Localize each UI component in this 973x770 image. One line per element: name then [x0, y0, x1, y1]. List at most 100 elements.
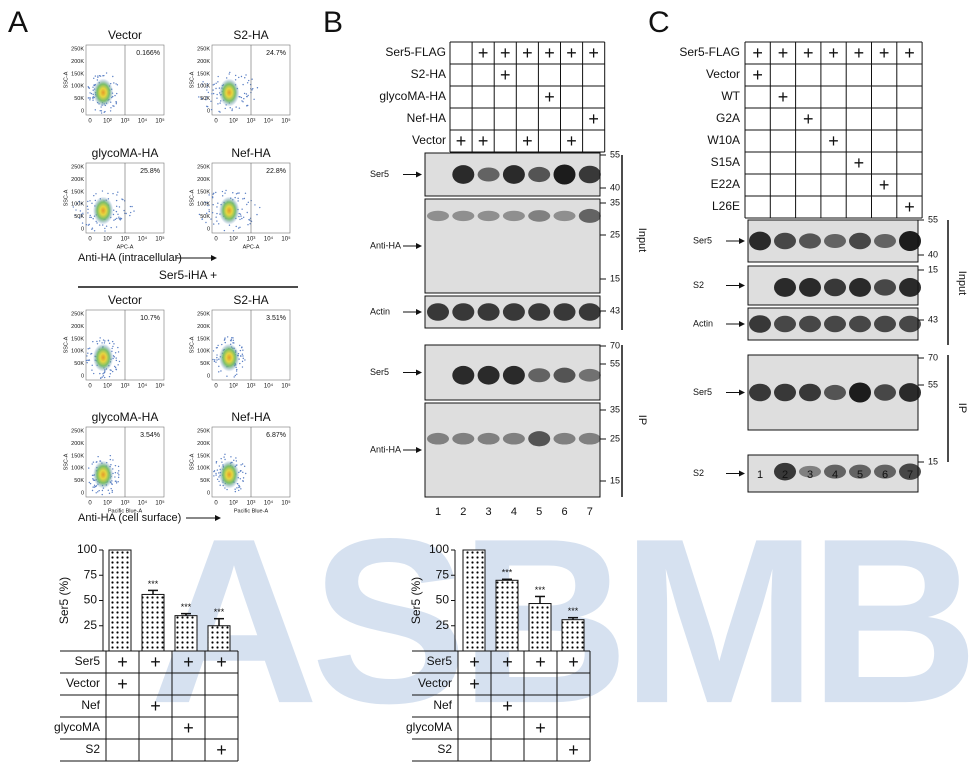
flow-event [221, 195, 224, 197]
flow-event [236, 368, 238, 371]
flow-event [246, 95, 248, 98]
y-tick-label: 25 [84, 618, 98, 632]
flow-event [111, 370, 114, 373]
flow-event [96, 222, 98, 224]
flow-event [241, 463, 244, 465]
blot-image [424, 402, 601, 498]
flow-event [93, 484, 96, 486]
blot-band [553, 303, 576, 321]
blot-band [799, 233, 821, 249]
flow-x-tick: 0 [214, 501, 218, 507]
flow-event [107, 489, 109, 492]
mw-marker: 55 [928, 214, 938, 224]
flow-event [78, 200, 81, 203]
flow-event [115, 226, 118, 228]
blot-band [774, 383, 796, 402]
condition-mark: + [535, 652, 546, 672]
flow-event [219, 111, 221, 113]
flow-event [205, 221, 207, 224]
flow-x-label: APC-A [243, 244, 260, 250]
flow-event [105, 72, 108, 74]
flow-event [242, 471, 244, 474]
bar [561, 619, 585, 652]
flow-event [101, 342, 103, 344]
blot [424, 402, 601, 498]
flow-event [217, 344, 219, 347]
flow-event [256, 213, 258, 216]
flow-event [220, 457, 222, 460]
flow-event [244, 359, 246, 361]
blot [424, 344, 601, 401]
condition-mark: + [778, 43, 789, 63]
flow-percent: 3.51% [266, 315, 286, 322]
blot-band [849, 382, 871, 403]
mw-marker: 15 [928, 264, 938, 274]
group-label: IP [636, 415, 648, 425]
blot-band [553, 432, 576, 445]
flow-event [133, 210, 135, 212]
flow-y-tick: 50K [200, 478, 210, 484]
flow-y-tick: 150K [197, 453, 210, 459]
group-label: Input [956, 271, 968, 295]
flow-y-tick: 250K [197, 46, 210, 52]
blot-band [799, 465, 821, 478]
y-tick-label: 50 [84, 593, 98, 607]
flow-event [224, 453, 226, 456]
y-tick-label: 100 [429, 542, 449, 556]
condition-mark: + [502, 696, 513, 716]
flow-x-tick: 10⁵ [155, 236, 165, 243]
y-tick-label: 100 [77, 542, 97, 556]
blot-band [824, 384, 846, 401]
mw-marker: 25 [610, 229, 620, 239]
mw-marker: 15 [610, 475, 620, 485]
flow-event [219, 102, 221, 104]
mw-marker: 55 [928, 379, 938, 389]
flow-event [111, 483, 113, 486]
flow-percent: 10.7% [140, 315, 160, 322]
flow-event [242, 83, 244, 86]
flow-event [212, 84, 214, 86]
flow-event [249, 223, 251, 225]
blot-band [824, 278, 846, 297]
panel-label: A [8, 6, 28, 39]
blot-band [477, 167, 500, 182]
flow-event [91, 474, 94, 477]
lane-number: 5 [857, 469, 863, 481]
blot-band [452, 365, 475, 385]
flow-event [214, 359, 216, 361]
flow-event [225, 77, 228, 79]
flow-event [103, 376, 106, 379]
blot-label: Anti-HA [370, 240, 401, 250]
flow-x-tick: 10⁴ [138, 383, 148, 390]
flow-x-tick: 10² [229, 384, 238, 390]
flow-event [216, 93, 218, 96]
flow-y-tick: 0 [207, 490, 210, 496]
flow-event [254, 204, 256, 206]
flow-event [93, 486, 96, 488]
flow-event [117, 472, 119, 474]
flow-percent: 6.87% [266, 432, 286, 439]
condition-mark: + [117, 652, 128, 672]
flow-density [219, 78, 240, 107]
flow-density [219, 196, 240, 225]
flow-event [239, 349, 242, 352]
flow-event [110, 226, 112, 229]
flow-x-tick: 10⁴ [264, 118, 274, 125]
flow-event [246, 211, 248, 214]
flow-y-tick: 100K [197, 202, 210, 208]
flow-caption: Anti-HA (cell surface) [78, 512, 181, 524]
flow-event [211, 212, 214, 214]
flow-event [243, 98, 245, 100]
flow-event [108, 492, 111, 495]
condition-label: Nef [433, 698, 452, 712]
condition-mark: + [904, 43, 915, 63]
flow-x-tick: 0 [214, 237, 218, 243]
flow-event [113, 105, 115, 107]
flow-event [242, 357, 244, 360]
flow-event [221, 190, 224, 193]
flow-event [238, 192, 240, 194]
flow-event [248, 219, 251, 221]
flow-event [235, 457, 237, 459]
flow-event [118, 360, 121, 363]
flow-event [247, 224, 249, 226]
